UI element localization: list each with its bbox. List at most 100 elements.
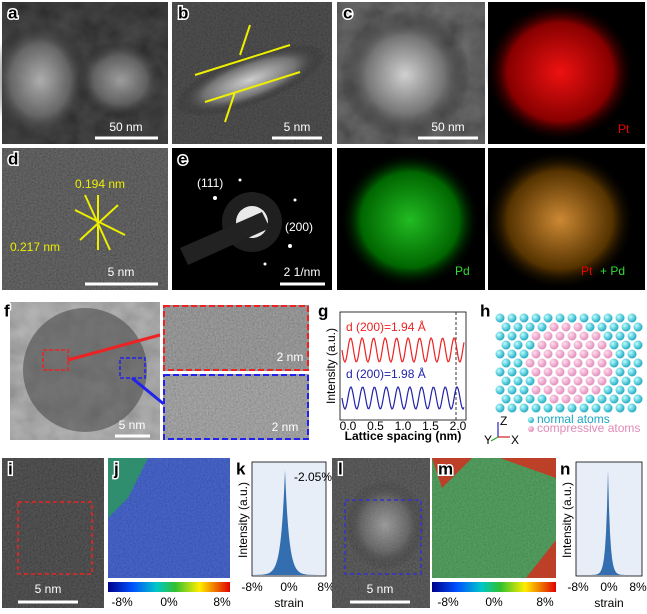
atom	[609, 322, 619, 332]
scale-text: 2 1/nm	[284, 265, 321, 279]
lattice-cross	[74, 194, 126, 251]
scale-text: 2 nm	[272, 420, 299, 434]
panel-label: m	[438, 459, 453, 478]
map-label: Pt	[581, 264, 593, 278]
atom	[609, 376, 619, 386]
atom	[627, 403, 637, 413]
x-tick-label: -8%	[567, 580, 589, 594]
atom	[591, 349, 601, 359]
x-tick-label: 0.0	[340, 419, 357, 433]
atom	[633, 322, 643, 332]
x-axis-label: strain	[274, 596, 303, 610]
atom	[525, 322, 535, 332]
atom	[519, 313, 529, 323]
atom	[597, 322, 607, 332]
colorbar-label: 8%	[213, 595, 231, 609]
lattice-line	[194, 44, 291, 76]
atom	[525, 340, 535, 350]
atom	[555, 313, 565, 323]
panel-label: b	[178, 3, 188, 22]
colorbar-label: -8%	[111, 595, 133, 609]
atom	[513, 322, 523, 332]
atom	[621, 376, 631, 386]
panel-label: j	[113, 459, 119, 478]
atom	[513, 340, 523, 350]
atom	[585, 322, 595, 332]
atom	[537, 394, 547, 404]
atom	[543, 313, 553, 323]
panel-label: n	[560, 459, 570, 478]
atom	[555, 349, 565, 359]
atom	[567, 367, 577, 377]
atom	[537, 358, 547, 368]
atom	[555, 367, 565, 377]
panel-m: m -8% 0% 8%	[432, 458, 556, 609]
panel-l: l 5 nm	[332, 458, 430, 608]
colorbar	[108, 582, 230, 592]
panel-n: n Intensity (a.u.) -8% 0% 8% strain	[559, 458, 647, 610]
atom	[555, 385, 565, 395]
panel-g: g d (200)=1.94 Å d (200)=1.98 Å Intensit…	[317, 300, 467, 443]
zoom-box	[42, 349, 69, 371]
atom	[597, 376, 607, 386]
atom	[495, 367, 505, 377]
atom	[549, 340, 559, 350]
atom	[561, 322, 571, 332]
atom	[549, 358, 559, 368]
atom	[627, 313, 637, 323]
atom	[603, 331, 613, 341]
atom	[495, 385, 505, 395]
atom	[513, 394, 523, 404]
atom	[543, 349, 553, 359]
atom	[615, 385, 625, 395]
atom	[633, 376, 643, 386]
atom	[579, 367, 589, 377]
x-tick-label: 0%	[280, 580, 298, 594]
atom	[621, 358, 631, 368]
atom	[603, 385, 613, 395]
atom	[501, 394, 511, 404]
atom	[495, 313, 505, 323]
atom	[501, 358, 511, 368]
y-axis-label: Intensity (a.u.)	[560, 482, 574, 558]
atom	[597, 394, 607, 404]
scale-text: 5 nm	[367, 582, 394, 596]
atom	[597, 340, 607, 350]
x-tick-label: 8%	[629, 580, 647, 594]
map-label: Pt	[618, 122, 630, 136]
panel-label: g	[318, 301, 328, 320]
atom	[567, 385, 577, 395]
x-tick-label: 2.0	[450, 419, 467, 433]
atom	[579, 403, 589, 413]
atom	[507, 403, 517, 413]
atom	[591, 313, 601, 323]
atom	[507, 349, 517, 359]
atom	[549, 376, 559, 386]
panel-a: a 50 nm	[0, 2, 168, 144]
atom	[519, 331, 529, 341]
atom	[627, 385, 637, 395]
spacing-label: 0.194 nm	[75, 177, 125, 191]
atom	[513, 358, 523, 368]
y-axis-label: Intensity (a.u.)	[236, 482, 250, 558]
colorbar-label: 0%	[485, 595, 503, 609]
atom	[543, 403, 553, 413]
atom	[627, 367, 637, 377]
atom	[609, 358, 619, 368]
atom	[579, 313, 589, 323]
atom	[531, 349, 541, 359]
panel-d: d 0.194 nm 0.217 nm 5 nm	[2, 148, 168, 290]
atom	[561, 394, 571, 404]
atom	[519, 385, 529, 395]
panel-label: f	[4, 301, 10, 320]
scale-text: 50 nm	[109, 120, 142, 134]
ring-label: (111)	[197, 176, 223, 190]
atom	[603, 313, 613, 323]
atom	[501, 322, 511, 332]
atom	[561, 376, 571, 386]
plot-frame	[339, 311, 467, 421]
x-axis-label: strain	[594, 596, 623, 610]
colorbar-label: 8%	[536, 595, 554, 609]
atom	[585, 358, 595, 368]
panel-h: h normal atoms compressive atoms Z Y X	[479, 300, 643, 447]
